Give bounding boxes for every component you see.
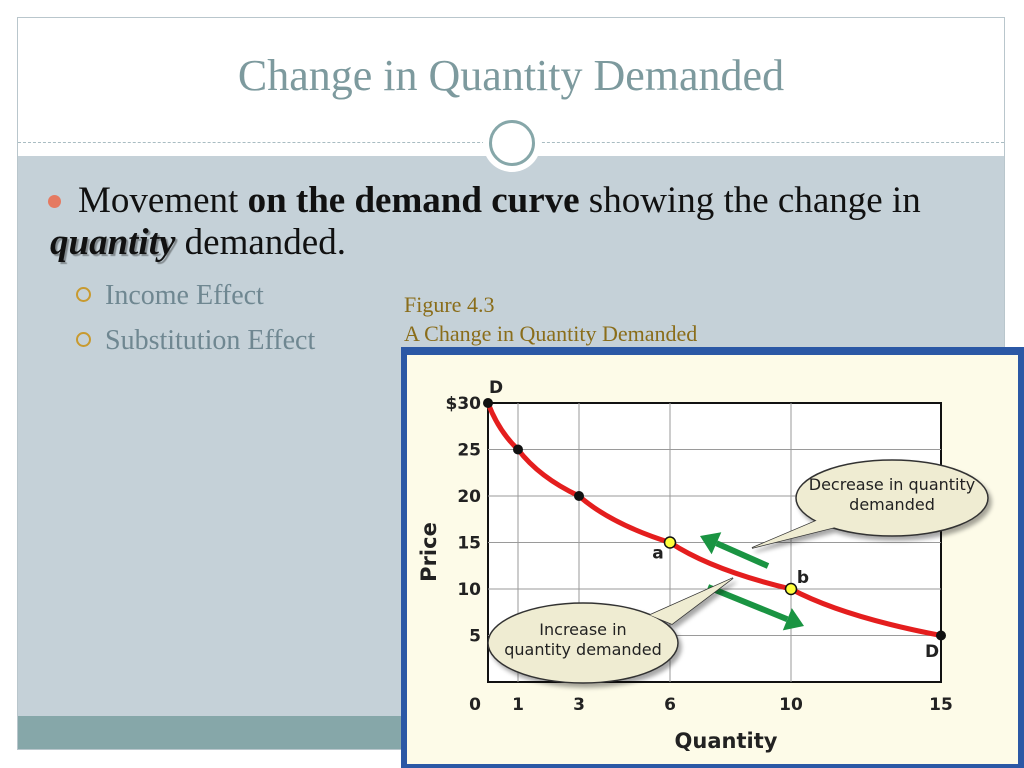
bullet-text-bold: on the demand curve bbox=[247, 180, 580, 221]
y-tick-label: 20 bbox=[457, 487, 481, 507]
bullet-dot-icon bbox=[48, 195, 61, 208]
sub-bullet-label: Income Effect bbox=[105, 280, 264, 311]
arrow-head bbox=[782, 608, 804, 631]
main-bullet: Movement on the demand curve showing the… bbox=[50, 180, 930, 264]
x-tick-label: 0 bbox=[469, 695, 481, 715]
y-tick-label: 5 bbox=[469, 627, 481, 647]
y-tick-label: 25 bbox=[457, 441, 481, 461]
bullet-text-1: Movement bbox=[78, 180, 248, 221]
arrow-shaft bbox=[715, 540, 770, 569]
callout-text: quantity demanded bbox=[504, 640, 661, 659]
x-axis-label: Quantity bbox=[675, 729, 778, 753]
y-tick-label: 15 bbox=[457, 534, 481, 554]
callout-ellipse bbox=[487, 602, 679, 684]
highlight-point bbox=[663, 536, 677, 549]
x-tick-label: 10 bbox=[779, 695, 803, 715]
point-label-a: a bbox=[652, 544, 663, 564]
bullet-text-3: demanded. bbox=[175, 222, 346, 263]
callout-ellipse bbox=[795, 459, 989, 537]
y-tick-label: $30 bbox=[446, 394, 482, 414]
point-label-b: b bbox=[797, 568, 809, 588]
highlight-point bbox=[784, 582, 798, 596]
callout-text: demanded bbox=[849, 495, 935, 514]
bullet-text-2: showing the change in bbox=[579, 180, 921, 221]
data-point bbox=[936, 630, 946, 641]
ornament-ring-inner bbox=[489, 120, 535, 166]
decrease-arrow-icon bbox=[700, 532, 770, 569]
sub-bullet-label: Substitution Effect bbox=[105, 325, 316, 356]
callout-text: Decrease in quantity bbox=[809, 475, 975, 494]
x-tick-label: 6 bbox=[664, 695, 676, 715]
callout-tail-fill bbox=[650, 578, 733, 624]
sub-bullet-substitution: Substitution Effect bbox=[76, 325, 315, 357]
arrow-shaft bbox=[706, 584, 789, 623]
y-tick-label: 10 bbox=[457, 580, 481, 600]
figure-number: Figure 4.3 bbox=[404, 292, 495, 317]
increase-arrow-icon bbox=[706, 584, 804, 631]
sub-bullet-income: Income Effect bbox=[76, 280, 264, 312]
sub-bullet-ring-icon bbox=[76, 287, 91, 303]
x-tick-label: 15 bbox=[929, 695, 953, 715]
y-axis-label: Price bbox=[417, 522, 441, 582]
x-tick-label: 1 bbox=[512, 695, 524, 715]
curve-label-top: D bbox=[489, 378, 503, 398]
sub-bullet-ring-icon bbox=[76, 332, 91, 348]
data-point bbox=[574, 491, 584, 501]
callout-tail-fill bbox=[752, 520, 840, 548]
curve-label-bottom: D bbox=[925, 642, 939, 662]
arrow-head bbox=[700, 532, 722, 555]
figure-caption: A Change in Quantity Demanded bbox=[404, 321, 698, 346]
bullet-text-emph: quantity bbox=[50, 222, 176, 263]
data-point bbox=[483, 398, 493, 408]
x-tick-label: 3 bbox=[573, 695, 585, 715]
callout-text: Increase in bbox=[539, 620, 626, 639]
slide-title: Change in Quantity Demanded bbox=[237, 51, 785, 100]
data-point bbox=[513, 444, 523, 455]
